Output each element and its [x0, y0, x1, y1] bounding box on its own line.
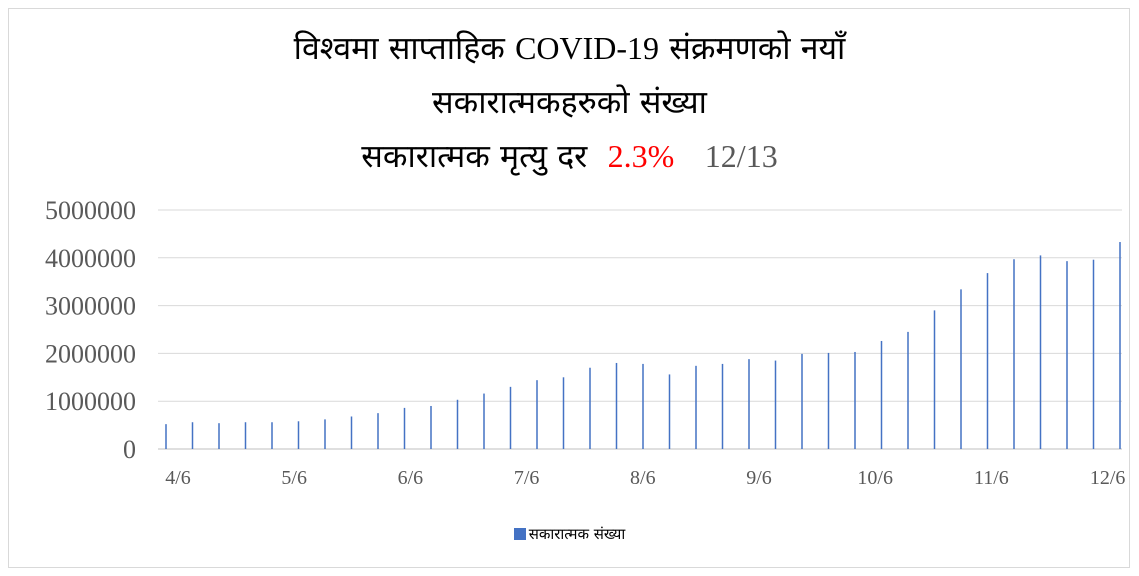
chart-subtitle: सकारात्मक मृत्यु दर 2.3% 12/13: [0, 136, 1139, 176]
bar: [748, 359, 750, 449]
bar: [1092, 259, 1095, 449]
bar: [244, 422, 247, 449]
bar: [536, 380, 538, 449]
bar: [562, 377, 565, 449]
x-tick-label: 4/6: [165, 467, 191, 489]
bar: [615, 362, 618, 449]
legend-label: सकारात्मक संख्या: [528, 525, 626, 543]
chart-frame: [8, 8, 1130, 568]
legend-swatch: [513, 528, 526, 540]
x-tick-label: 8/6: [630, 467, 656, 489]
bar: [960, 289, 962, 449]
bar: [483, 393, 485, 449]
bar: [1119, 242, 1121, 449]
bar: [297, 421, 300, 449]
bar: [933, 310, 936, 449]
bar: [1039, 255, 1042, 449]
title-part-covid: COVID-19: [515, 30, 660, 66]
bar: [589, 367, 591, 449]
x-tick-label: 9/6: [746, 467, 772, 489]
y-tick-label: 1000000: [45, 387, 136, 416]
bar: [377, 413, 379, 449]
bar: [827, 352, 830, 449]
bar: [774, 360, 777, 449]
y-tick-label: 0: [123, 435, 136, 464]
bar: [324, 419, 326, 449]
chart-title-line-1: विश्वमा साप्ताहिक COVID-19 संक्रमणको नया…: [0, 28, 1139, 68]
bar: [350, 416, 353, 449]
bar: [642, 363, 644, 449]
legend: सकारात्मक संख्या: [0, 524, 1139, 544]
x-tick-label: 6/6: [398, 467, 424, 489]
bar: [403, 407, 406, 449]
bar: [668, 374, 671, 449]
chart-title-line-2: सकारात्मकहरुको संख्या: [432, 83, 707, 121]
bar: [721, 363, 724, 449]
bar: [880, 340, 883, 449]
x-tick-label: 10/6: [857, 467, 893, 489]
as-of-date: 12/13: [704, 138, 778, 174]
bar: [509, 386, 512, 449]
bar: [907, 331, 909, 449]
death-rate-label: सकारात्मक मृत्यु दर: [361, 137, 588, 175]
bar: [271, 422, 273, 449]
bar: [456, 399, 459, 449]
x-tick-label: 11/6: [974, 467, 1009, 489]
y-tick-label: 2000000: [45, 339, 136, 368]
x-tick-label: 12/6: [1090, 467, 1126, 489]
bar: [801, 353, 803, 449]
bar: [1066, 261, 1068, 449]
bar: [218, 423, 220, 449]
y-tick-label: 5000000: [45, 196, 136, 225]
bar: [430, 405, 432, 449]
x-tick-label: 5/6: [281, 467, 307, 489]
death-rate-value: 2.3%: [607, 138, 675, 174]
title-part-2: संक्रमणको नयाँ: [659, 29, 846, 67]
y-tick-label: 4000000: [45, 244, 136, 273]
y-tick-label: 3000000: [45, 292, 136, 321]
bar: [854, 351, 856, 449]
bar: [191, 422, 194, 449]
bar: [695, 365, 697, 449]
title-part-1: विश्वमा साप्ताहिक: [293, 29, 516, 67]
x-tick-label: 7/6: [514, 467, 540, 489]
bar: [986, 273, 989, 449]
bar: [1013, 259, 1015, 449]
bar: [165, 424, 167, 449]
